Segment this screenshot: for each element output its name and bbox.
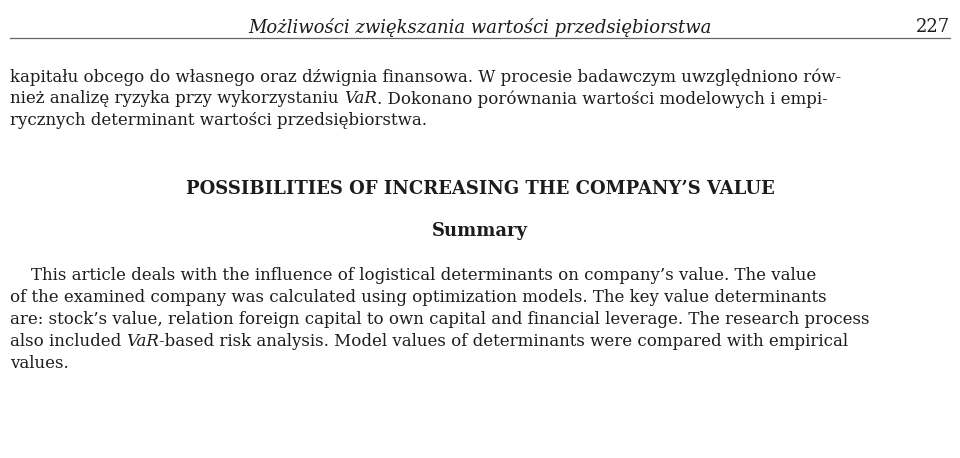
Text: POSSIBILITIES OF INCREASING THE COMPANY’S VALUE: POSSIBILITIES OF INCREASING THE COMPANY’…	[185, 180, 775, 198]
Text: Summary: Summary	[432, 222, 528, 240]
Text: . Dokonano porównania wartości modelowych i empi-: . Dokonano porównania wartości modelowyc…	[376, 90, 828, 108]
Text: are: stock’s value, relation foreign capital to own capital and financial levera: are: stock’s value, relation foreign cap…	[10, 311, 870, 328]
Text: also included: also included	[10, 333, 127, 350]
Text: -based risk analysis. Model values of determinants were compared with empirical: -based risk analysis. Model values of de…	[159, 333, 849, 350]
Text: rycznych determinant wartości przedsiębiorstwa.: rycznych determinant wartości przedsiębi…	[10, 112, 427, 129]
Text: 227: 227	[916, 18, 950, 36]
Text: kapitału obcego do własnego oraz dźwignia finansowa. W procesie badawczym uwzglę: kapitału obcego do własnego oraz dźwigni…	[10, 68, 841, 86]
Text: of the examined company was calculated using optimization models. The key value : of the examined company was calculated u…	[10, 289, 827, 306]
Text: values.: values.	[10, 355, 69, 372]
Text: Możliwości zwiększania wartości przedsiębiorstwa: Możliwości zwiększania wartości przedsię…	[249, 18, 711, 37]
Text: VaR: VaR	[344, 90, 376, 107]
Text: VaR: VaR	[127, 333, 159, 350]
Text: This article deals with the influence of logistical determinants on company’s va: This article deals with the influence of…	[10, 267, 816, 284]
Text: nież analizę ryzyka przy wykorzystaniu: nież analizę ryzyka przy wykorzystaniu	[10, 90, 344, 107]
